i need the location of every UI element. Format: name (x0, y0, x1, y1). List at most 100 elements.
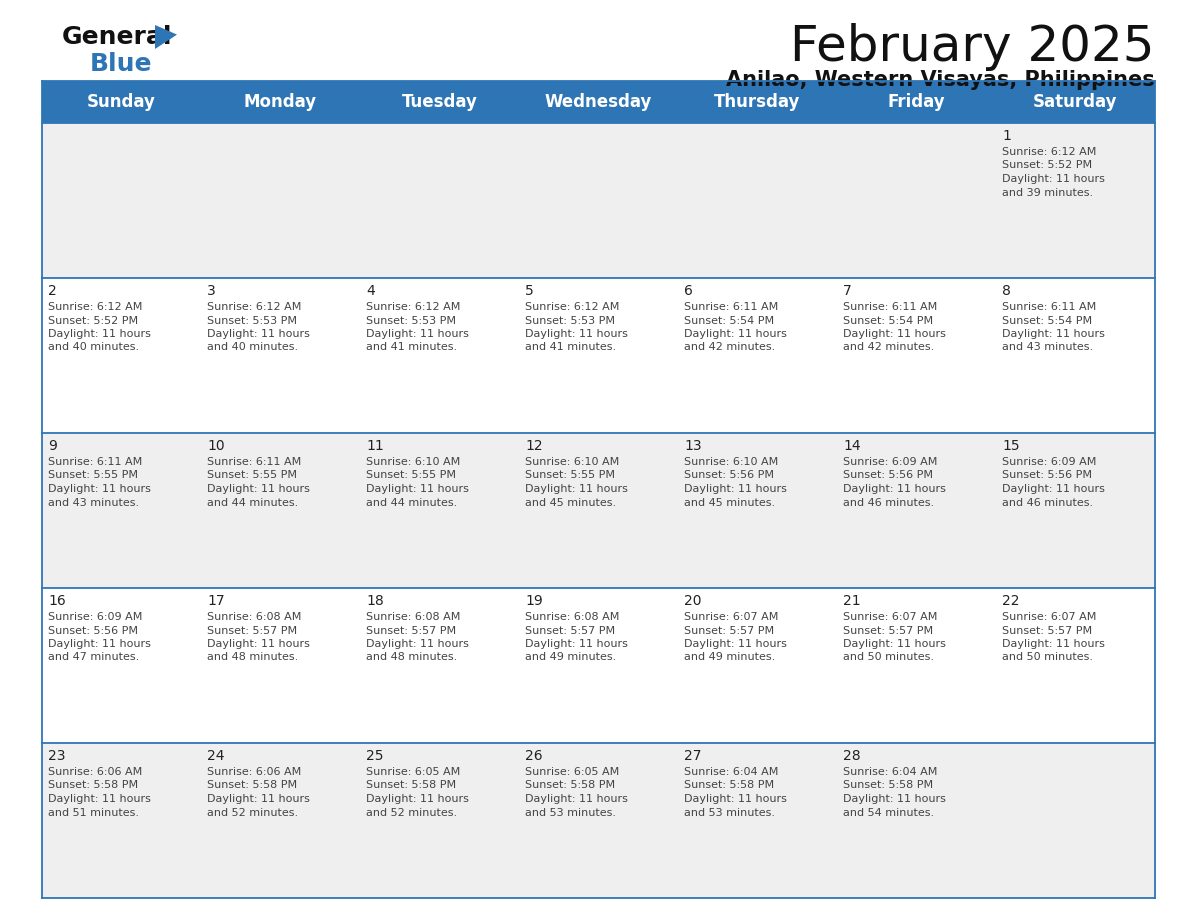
Text: Sunset: 5:52 PM: Sunset: 5:52 PM (48, 316, 138, 326)
Bar (996, 278, 1155, 433)
Text: Daylight: 11 hours: Daylight: 11 hours (1001, 484, 1105, 494)
Text: and 47 minutes.: and 47 minutes. (48, 653, 139, 663)
Text: Daylight: 11 hours: Daylight: 11 hours (207, 639, 310, 649)
Text: 23: 23 (48, 749, 65, 763)
Text: Sunrise: 6:04 AM: Sunrise: 6:04 AM (684, 767, 778, 777)
Text: 20: 20 (684, 594, 701, 608)
Text: Wednesday: Wednesday (545, 93, 652, 111)
Bar (519, 278, 678, 433)
Bar (678, 588, 838, 743)
Text: 7: 7 (843, 284, 852, 298)
Text: Daylight: 11 hours: Daylight: 11 hours (525, 329, 628, 339)
Text: Daylight: 11 hours: Daylight: 11 hours (48, 639, 151, 649)
Polygon shape (154, 25, 177, 49)
Text: Sunset: 5:58 PM: Sunset: 5:58 PM (684, 780, 775, 790)
Text: Daylight: 11 hours: Daylight: 11 hours (684, 639, 786, 649)
Text: Daylight: 11 hours: Daylight: 11 hours (1001, 639, 1105, 649)
Text: 8: 8 (1001, 284, 1011, 298)
Text: Sunrise: 6:11 AM: Sunrise: 6:11 AM (843, 302, 937, 312)
Text: Daylight: 11 hours: Daylight: 11 hours (525, 484, 628, 494)
Bar (42, 743, 201, 898)
Text: Sunrise: 6:05 AM: Sunrise: 6:05 AM (366, 767, 460, 777)
Text: Daylight: 11 hours: Daylight: 11 hours (525, 794, 628, 804)
Text: and 50 minutes.: and 50 minutes. (1001, 653, 1093, 663)
Bar (201, 123, 360, 278)
Text: Daylight: 11 hours: Daylight: 11 hours (48, 329, 151, 339)
Text: Sunset: 5:57 PM: Sunset: 5:57 PM (525, 625, 615, 635)
Text: Sunset: 5:58 PM: Sunset: 5:58 PM (525, 780, 615, 790)
Text: Daylight: 11 hours: Daylight: 11 hours (207, 794, 310, 804)
Text: and 44 minutes.: and 44 minutes. (366, 498, 457, 508)
Bar (201, 433, 360, 588)
Text: Daylight: 11 hours: Daylight: 11 hours (1001, 174, 1105, 184)
Bar (838, 433, 996, 588)
Bar (996, 123, 1155, 278)
Bar (838, 588, 996, 743)
Text: Daylight: 11 hours: Daylight: 11 hours (48, 794, 151, 804)
Text: and 46 minutes.: and 46 minutes. (1001, 498, 1093, 508)
Text: Sunset: 5:58 PM: Sunset: 5:58 PM (843, 780, 933, 790)
Text: 27: 27 (684, 749, 701, 763)
Text: 16: 16 (48, 594, 65, 608)
Bar (360, 588, 519, 743)
Text: Daylight: 11 hours: Daylight: 11 hours (684, 484, 786, 494)
Text: and 53 minutes.: and 53 minutes. (525, 808, 617, 818)
Text: Daylight: 11 hours: Daylight: 11 hours (843, 484, 946, 494)
Text: and 39 minutes.: and 39 minutes. (1001, 187, 1093, 197)
Bar (201, 588, 360, 743)
Text: Sunrise: 6:09 AM: Sunrise: 6:09 AM (843, 457, 937, 467)
Bar (996, 743, 1155, 898)
Text: 19: 19 (525, 594, 543, 608)
Bar (838, 123, 996, 278)
Text: Sunset: 5:55 PM: Sunset: 5:55 PM (525, 471, 615, 480)
Text: and 48 minutes.: and 48 minutes. (207, 653, 298, 663)
Text: and 54 minutes.: and 54 minutes. (843, 808, 934, 818)
Bar (42, 278, 201, 433)
Text: 25: 25 (366, 749, 384, 763)
Bar (201, 743, 360, 898)
Text: Sunrise: 6:11 AM: Sunrise: 6:11 AM (48, 457, 143, 467)
Text: Sunset: 5:55 PM: Sunset: 5:55 PM (48, 471, 138, 480)
Text: Sunset: 5:57 PM: Sunset: 5:57 PM (366, 625, 456, 635)
Text: 28: 28 (843, 749, 860, 763)
Bar (996, 588, 1155, 743)
Text: and 42 minutes.: and 42 minutes. (843, 342, 934, 353)
Text: Sunset: 5:58 PM: Sunset: 5:58 PM (48, 780, 138, 790)
Text: Daylight: 11 hours: Daylight: 11 hours (366, 639, 469, 649)
Text: Sunrise: 6:10 AM: Sunrise: 6:10 AM (525, 457, 619, 467)
Text: Saturday: Saturday (1034, 93, 1118, 111)
Text: Sunrise: 6:12 AM: Sunrise: 6:12 AM (48, 302, 143, 312)
Bar (360, 743, 519, 898)
Text: and 49 minutes.: and 49 minutes. (684, 653, 776, 663)
Text: Sunset: 5:58 PM: Sunset: 5:58 PM (366, 780, 456, 790)
Text: and 52 minutes.: and 52 minutes. (366, 808, 457, 818)
Text: 3: 3 (207, 284, 216, 298)
Text: Daylight: 11 hours: Daylight: 11 hours (843, 639, 946, 649)
Bar (360, 278, 519, 433)
Text: and 41 minutes.: and 41 minutes. (366, 342, 457, 353)
Text: Daylight: 11 hours: Daylight: 11 hours (207, 484, 310, 494)
Text: Tuesday: Tuesday (402, 93, 478, 111)
Text: and 41 minutes.: and 41 minutes. (525, 342, 617, 353)
Bar (519, 743, 678, 898)
Bar (838, 743, 996, 898)
Text: Blue: Blue (90, 52, 152, 76)
Text: 5: 5 (525, 284, 533, 298)
Bar (519, 123, 678, 278)
Text: and 40 minutes.: and 40 minutes. (48, 342, 139, 353)
Text: 22: 22 (1001, 594, 1019, 608)
Text: Daylight: 11 hours: Daylight: 11 hours (1001, 329, 1105, 339)
Text: Sunrise: 6:12 AM: Sunrise: 6:12 AM (525, 302, 619, 312)
Text: 17: 17 (207, 594, 225, 608)
Text: 11: 11 (366, 439, 384, 453)
Text: Daylight: 11 hours: Daylight: 11 hours (843, 329, 946, 339)
Text: and 50 minutes.: and 50 minutes. (843, 653, 934, 663)
Text: Sunrise: 6:12 AM: Sunrise: 6:12 AM (207, 302, 302, 312)
Bar (201, 278, 360, 433)
Text: and 40 minutes.: and 40 minutes. (207, 342, 298, 353)
Text: 12: 12 (525, 439, 543, 453)
Text: and 44 minutes.: and 44 minutes. (207, 498, 298, 508)
Text: Anilao, Western Visayas, Philippines: Anilao, Western Visayas, Philippines (726, 70, 1155, 90)
Text: Sunrise: 6:08 AM: Sunrise: 6:08 AM (525, 612, 619, 622)
Text: Sunrise: 6:04 AM: Sunrise: 6:04 AM (843, 767, 937, 777)
